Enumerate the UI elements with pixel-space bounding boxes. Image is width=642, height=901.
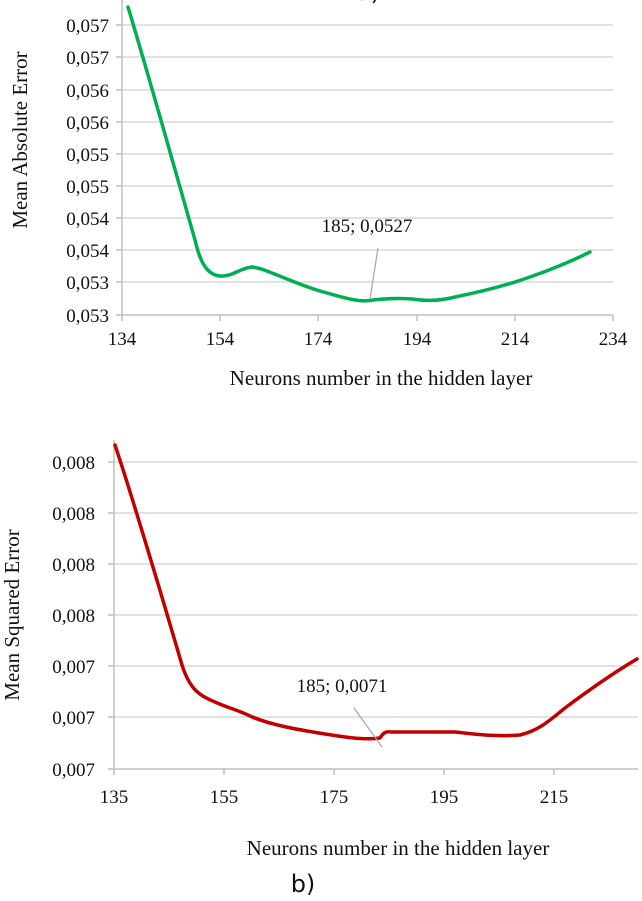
- x-tick-label: 174: [304, 329, 333, 350]
- y-tick-label: 0,008: [52, 606, 95, 627]
- y-tick-label: 0,007: [52, 708, 95, 729]
- x-tick-label: 154: [206, 329, 235, 350]
- x-tick-label: 135: [100, 787, 129, 808]
- mse-x-ticklabels: 135 155 175 195 215: [100, 787, 569, 808]
- mae-y-tickmarks: [116, 24, 122, 316]
- panel-label-b: b): [291, 870, 316, 898]
- mae-x-tickmarks: [121, 315, 614, 321]
- x-tick-label: 215: [540, 787, 569, 808]
- y-tick-label: 0,055: [66, 177, 109, 198]
- mse-gridlines: [114, 461, 638, 718]
- mse-annotation-leader: [353, 707, 383, 748]
- mae-y-ticklabels: 0,057 0,057 0,056 0,056 0,055 0,055 0,05…: [66, 16, 109, 327]
- mae-annotation-leader: [369, 247, 379, 300]
- mse-y-tickmarks: [108, 461, 114, 770]
- mae-gridlines: [122, 24, 613, 283]
- y-tick-label: 0,008: [52, 555, 95, 576]
- x-tick-label: 214: [501, 329, 530, 350]
- mae-min-annotation: 185; 0,0527: [322, 216, 413, 237]
- x-tick-label: 194: [403, 329, 432, 350]
- y-tick-label: 0,055: [66, 145, 109, 166]
- x-tick-label: 195: [430, 787, 459, 808]
- mae-chart-svg: 0,057 0,057 0,056 0,056 0,055 0,055 0,05…: [8, 0, 628, 390]
- mae-x-axis-title: Neurons number in the hidden layer: [230, 366, 533, 390]
- y-tick-label: 0,007: [52, 760, 95, 781]
- mae-x-ticklabels: 134 154 174 194 214 234: [108, 329, 628, 350]
- mse-x-tickmarks: [113, 769, 555, 775]
- y-tick-label: 0,008: [52, 453, 95, 474]
- mse-chart-svg: 0,008 0,008 0,008 0,008 0,007 0,007 0,00…: [0, 440, 639, 898]
- x-tick-label: 134: [108, 329, 137, 350]
- mae-series-line: [126, 5, 592, 303]
- y-tick-label: 0,007: [52, 657, 95, 678]
- y-tick-label: 0,056: [66, 81, 109, 102]
- y-tick-label: 0,054: [66, 209, 109, 230]
- x-tick-label: 155: [210, 787, 239, 808]
- y-tick-label: 0,056: [66, 113, 109, 134]
- y-tick-label: 0,053: [66, 273, 109, 294]
- mse-series-line: [113, 443, 639, 741]
- y-tick-label: 0,053: [66, 306, 109, 327]
- x-tick-label: 234: [599, 329, 628, 350]
- mse-min-annotation: 185; 0,0071: [297, 676, 388, 697]
- mse-x-axis-title: Neurons number in the hidden layer: [247, 836, 550, 860]
- mae-chart: 0,057 0,057 0,056 0,056 0,055 0,055 0,05…: [0, 0, 642, 410]
- y-tick-label: 0,054: [66, 241, 109, 262]
- mae-y-axis-title: Mean Absolute Error: [8, 51, 32, 228]
- mse-y-axis-title: Mean Squared Error: [0, 529, 24, 700]
- y-tick-label: 0,008: [52, 504, 95, 525]
- x-tick-label: 175: [320, 787, 349, 808]
- mse-y-ticklabels: 0,008 0,008 0,008 0,008 0,007 0,007 0,00…: [52, 453, 95, 781]
- panel-label-a: a): [356, 0, 380, 6]
- y-tick-label: 0,057: [66, 48, 109, 69]
- y-tick-label: 0,057: [66, 16, 109, 37]
- mse-chart: 0,008 0,008 0,008 0,008 0,007 0,007 0,00…: [0, 430, 642, 901]
